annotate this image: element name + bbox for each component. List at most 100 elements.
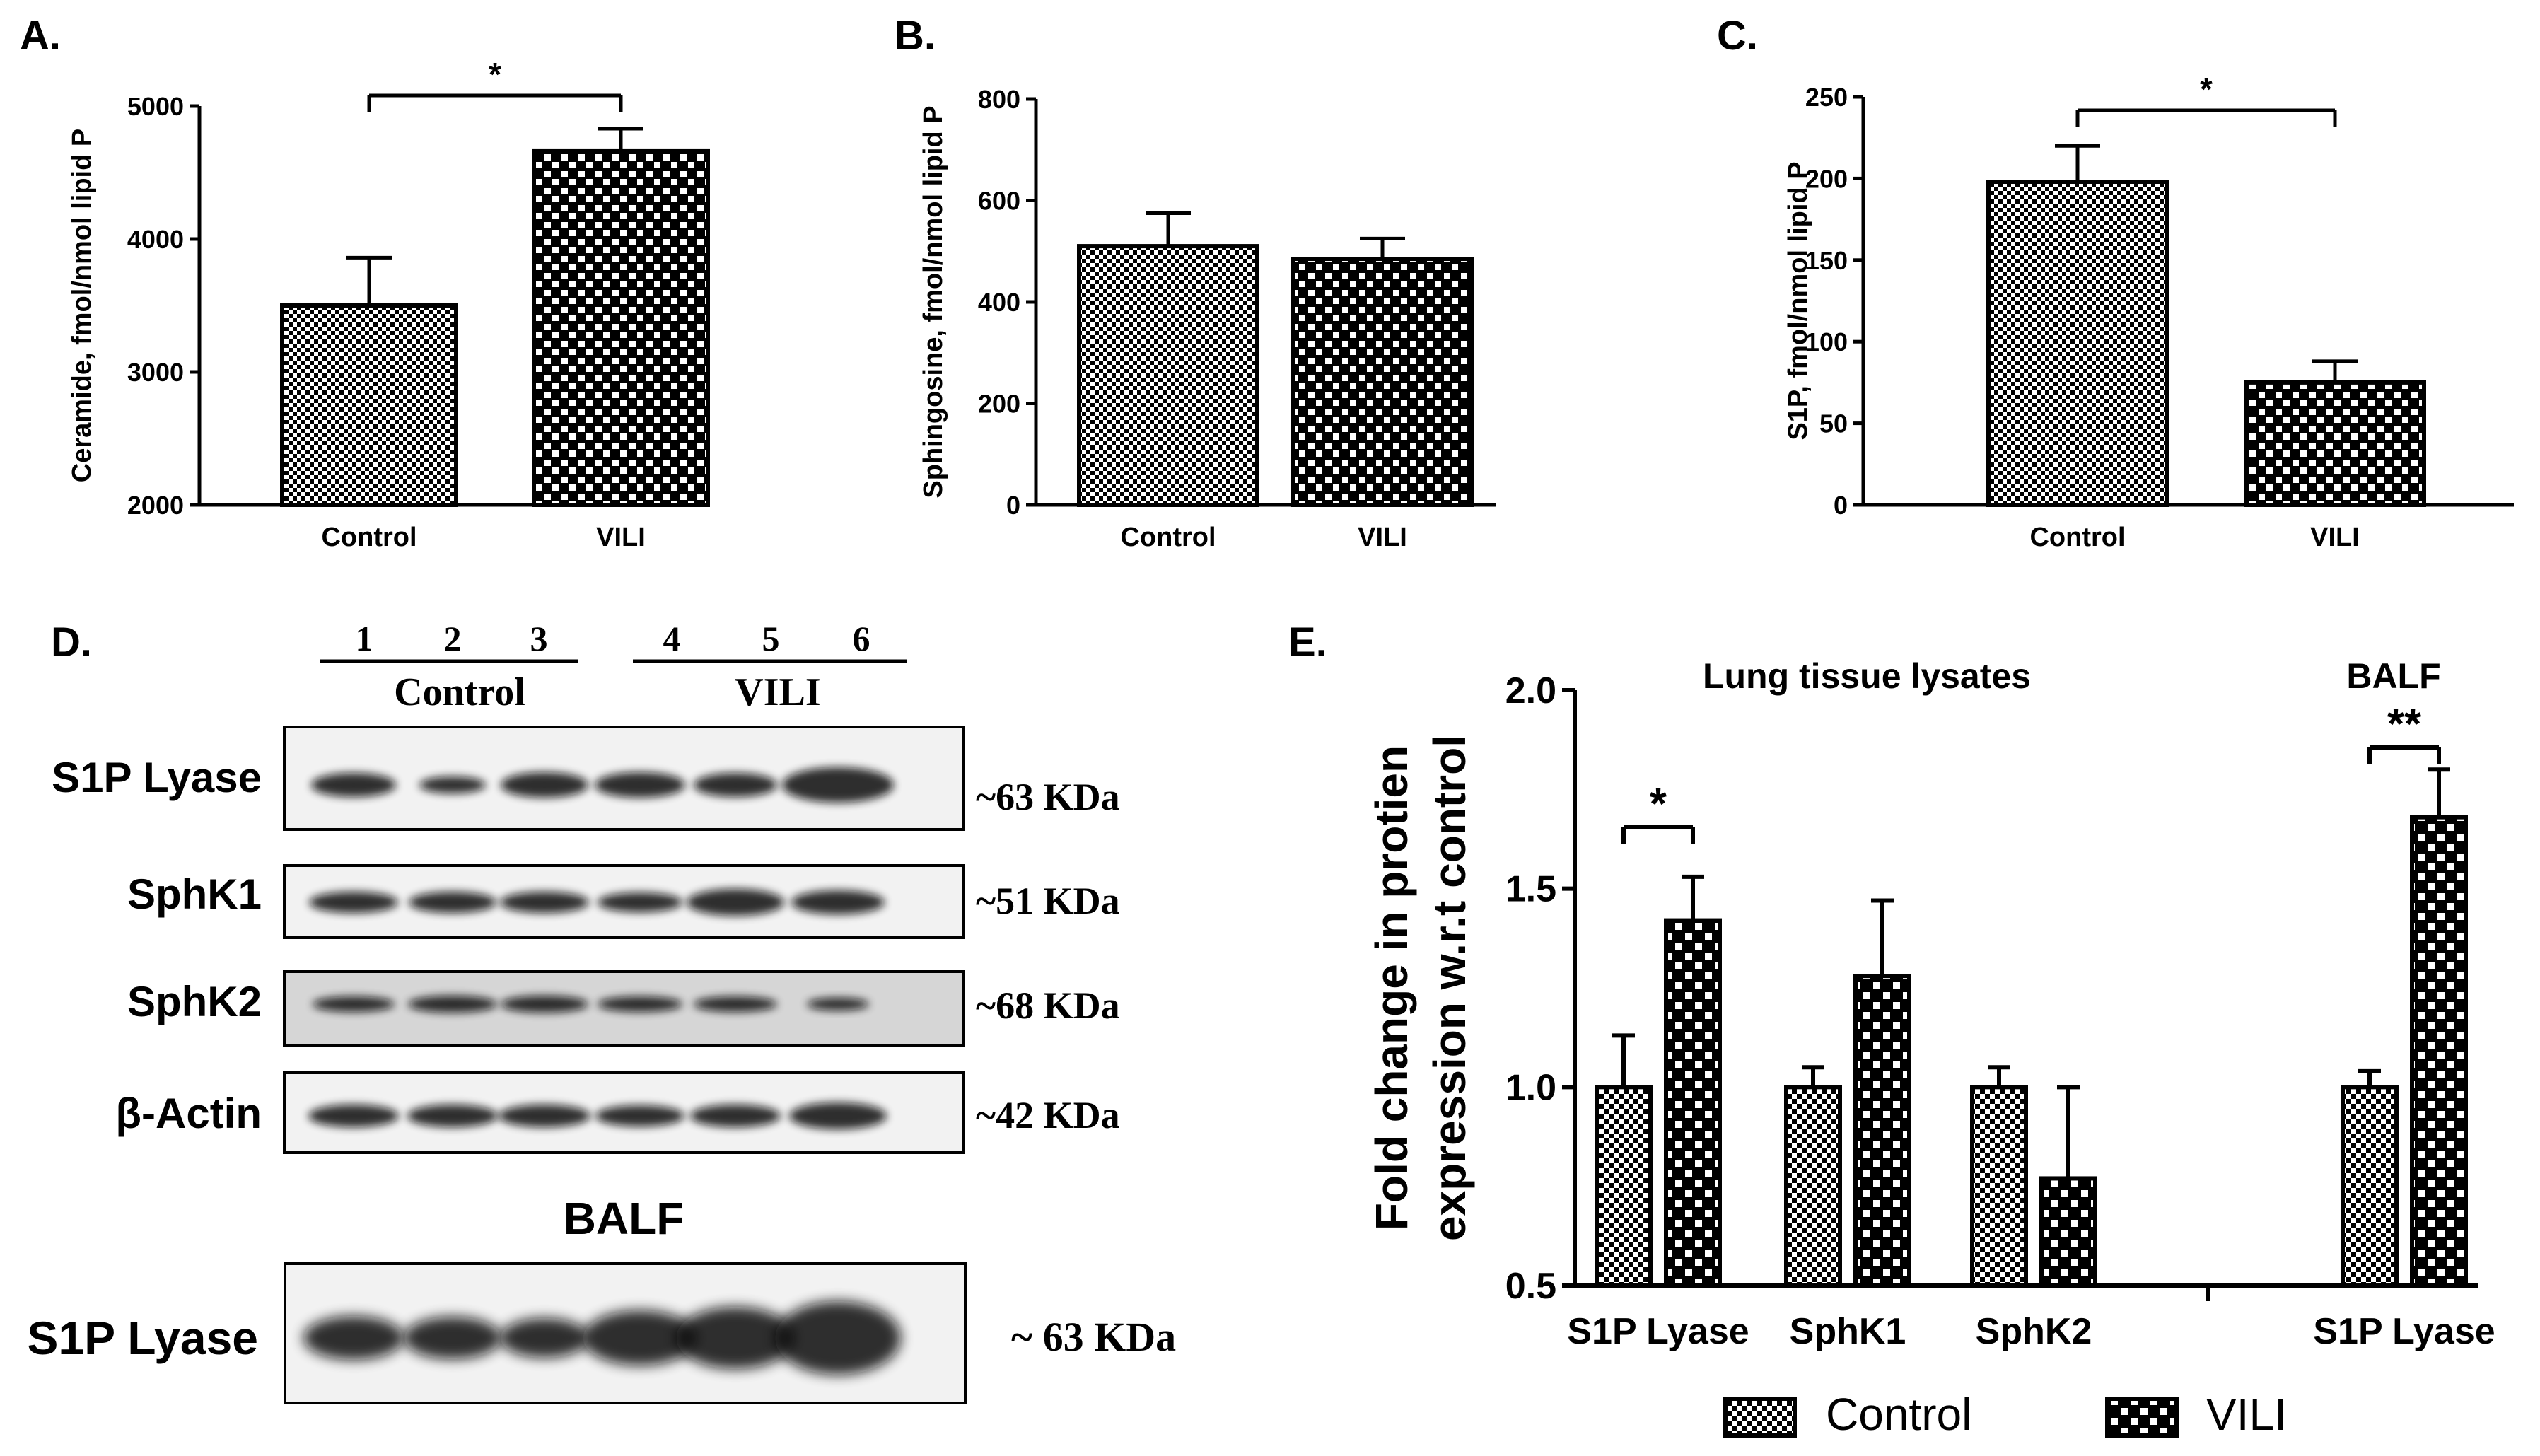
x-tick-label: SphK1 — [1790, 1311, 1906, 1352]
blot-band — [419, 776, 486, 793]
legend-label: Control — [1826, 1389, 1971, 1440]
significance-marker: * — [2200, 71, 2213, 107]
blot-size-label: ~68 KDa — [976, 984, 1120, 1027]
blot-band — [791, 890, 885, 914]
lane-number: 3 — [530, 619, 548, 658]
balf-row-label: S1P Lyase — [27, 1312, 258, 1364]
lane-number: 6 — [853, 619, 870, 658]
blot-row-label: SphK2 — [127, 978, 262, 1025]
western-blot: 1 2 3 4 5 6 Control VILI S1P Lyase SphK1… — [27, 619, 1176, 1404]
x-tick-label: S1P Lyase — [1567, 1311, 1749, 1352]
x-tick-label: VILI — [2310, 523, 2360, 552]
bar — [1595, 1085, 1653, 1288]
legend-swatch — [2105, 1397, 2179, 1438]
y-tick-label: 4000 — [127, 225, 184, 254]
lane-number: 1 — [356, 619, 373, 658]
x-tick-label: Control — [2029, 523, 2125, 552]
y-tick-label: 200 — [1805, 164, 1848, 193]
y-tick-label: 250 — [1805, 83, 1848, 112]
y-axis-label: expression w.r.t control — [1424, 735, 1475, 1241]
x-tick-label: VILI — [596, 523, 646, 552]
blot-band — [598, 996, 682, 1012]
blot-band — [676, 1307, 795, 1369]
blot-band — [782, 767, 894, 803]
blot-size-label: ~42 KDa — [976, 1094, 1120, 1136]
bar — [1784, 1085, 1842, 1288]
y-tick-label: 600 — [978, 187, 1020, 216]
panel-label-e: E. — [1288, 619, 1327, 665]
bar — [532, 148, 710, 507]
panel-label-a: A. — [20, 13, 61, 59]
blot-band — [499, 1105, 590, 1127]
balf-size-label: ~ 63 KDa — [1011, 1314, 1176, 1360]
blot-band — [501, 772, 588, 798]
blot-band — [687, 889, 784, 916]
bar — [1077, 244, 1259, 507]
x-tick-label: Control — [1120, 523, 1216, 552]
y-tick-label: 150 — [1805, 246, 1848, 275]
y-tick-label: 2000 — [127, 491, 184, 520]
legend-swatch — [1723, 1397, 1797, 1438]
blot-band — [690, 1105, 781, 1127]
bar — [1664, 918, 1722, 1288]
y-tick-label: 0 — [1834, 491, 1848, 520]
y-tick-label: 50 — [1819, 409, 1848, 438]
blot-band — [311, 773, 396, 797]
significance-marker: ** — [2387, 700, 2422, 749]
balf-title: BALF — [564, 1193, 684, 1244]
bar — [2341, 1085, 2399, 1288]
bar — [1970, 1085, 2028, 1288]
sphingosine-chart: 0 200 400 600 800 Control VILI Sphingosine, fmo… — [919, 85, 1496, 552]
group-title: Lung tissue lysates — [1703, 656, 2031, 696]
blot-band — [595, 772, 685, 798]
bar — [2244, 380, 2426, 508]
blot-band — [408, 996, 497, 1013]
blot-band — [309, 892, 398, 913]
panel-label-c: C. — [1717, 13, 1758, 59]
blot-band — [694, 996, 777, 1012]
blot-band — [500, 892, 589, 913]
blot-band — [789, 1102, 887, 1129]
blot-band — [501, 996, 588, 1013]
y-axis-label: Sphingosine, fmol/nmol lipid P — [919, 105, 948, 498]
fold-change-chart: 0.5 1.0 1.5 2.0 S1P Lyase SphK1 SphK2 S1P Lyase… — [1366, 656, 2495, 1440]
ceramide-chart: 2000 3000 4000 5000 Control VILI Ceramide, fmo… — [67, 56, 710, 552]
control-group-label: Control — [394, 670, 525, 714]
blot-band — [404, 1317, 501, 1359]
y-axis-label: S1P, fmol/nmol lipid P — [1783, 161, 1813, 440]
bar — [1853, 974, 1911, 1288]
lane-number: 4 — [663, 619, 681, 658]
lane-number: 2 — [444, 619, 462, 658]
y-tick-label: 1.5 — [1505, 869, 1556, 910]
blot-band — [583, 1310, 697, 1365]
y-tick-label: 1.0 — [1505, 1067, 1556, 1108]
blot-band — [598, 892, 682, 912]
x-tick-label: Control — [321, 523, 416, 552]
y-axis-label: Fold change in protien — [1366, 745, 1417, 1230]
bar — [1291, 257, 1474, 507]
y-tick-label: 2.0 — [1505, 670, 1556, 711]
bar — [2039, 1176, 2097, 1288]
bar — [2410, 815, 2468, 1288]
blot-size-label: ~51 KDa — [976, 880, 1120, 922]
significance-marker: * — [489, 56, 501, 93]
y-tick-label: 400 — [978, 288, 1020, 317]
blot-row-label: β-Actin — [115, 1090, 262, 1137]
y-tick-label: 3000 — [127, 358, 184, 387]
blot-band — [303, 1316, 404, 1360]
panel-label-b: B. — [895, 13, 936, 59]
blot-band — [407, 1105, 498, 1127]
s1p-chart: 0 50 100 150 200 250 Control VILI S1P, fmol/nmol… — [1783, 71, 2514, 552]
blot-size-label: ~63 KDa — [976, 776, 1120, 818]
blot-row-label: S1P Lyase — [52, 754, 262, 801]
bar — [1986, 180, 2169, 507]
y-tick-label: 800 — [978, 85, 1020, 114]
y-tick-label: 200 — [978, 390, 1020, 419]
vili-group-label: VILI — [735, 670, 820, 714]
x-tick-label: VILI — [1358, 523, 1407, 552]
blot-band — [313, 996, 395, 1012]
y-tick-label: 5000 — [127, 92, 184, 121]
blot-band — [308, 1105, 399, 1127]
x-tick-label: S1P Lyase — [2313, 1311, 2495, 1352]
